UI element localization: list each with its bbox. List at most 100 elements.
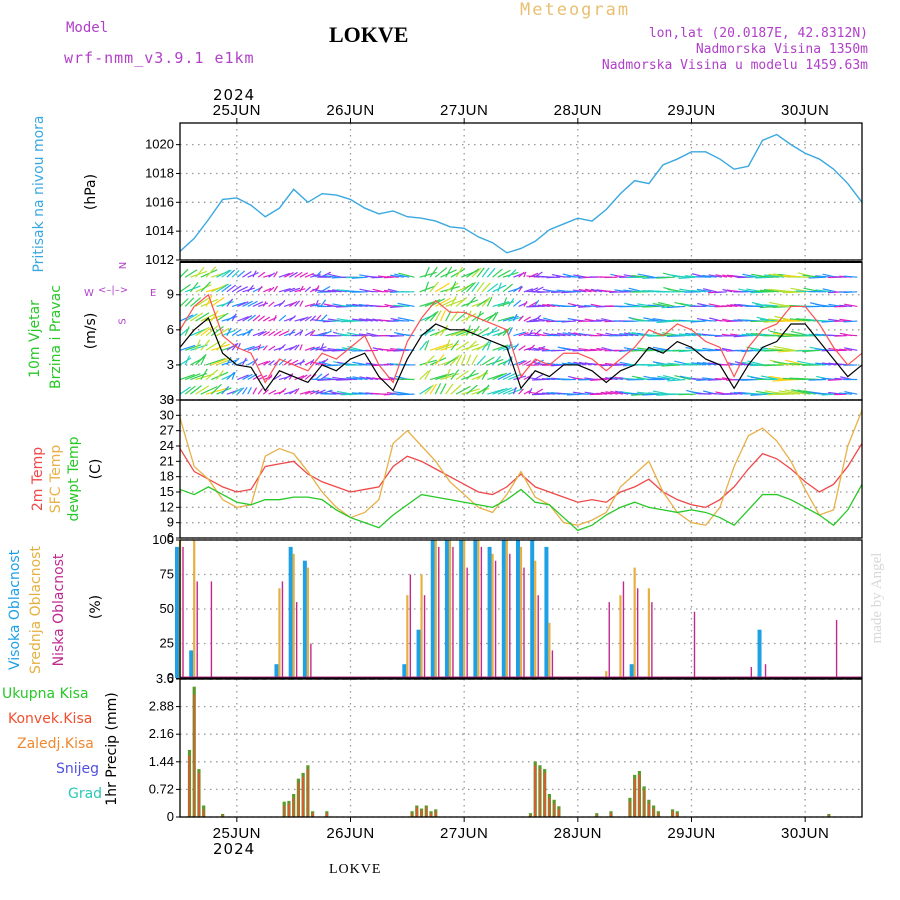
wind-arrow — [656, 276, 675, 279]
dewpoint-line — [179, 484, 863, 532]
wind-arrow — [696, 361, 712, 366]
wind-arrow — [512, 313, 518, 322]
wind-arrow — [419, 370, 430, 380]
wind-arrow — [526, 348, 540, 351]
conv-precip-bar — [638, 774, 641, 817]
wind-arrow — [185, 344, 202, 351]
wind-arrow — [763, 364, 785, 367]
wind-arrow — [205, 369, 219, 380]
wind-arrow — [839, 304, 853, 308]
wind-arrow — [372, 318, 384, 322]
wind-arrow — [304, 330, 313, 337]
wind-arrow — [652, 390, 670, 395]
low-cloud-bar — [750, 666, 753, 678]
wind-arrow — [216, 269, 231, 278]
wind-arrow — [237, 286, 248, 293]
wind-arrow — [273, 285, 278, 293]
wind-arrow — [642, 305, 660, 308]
wind-arrow — [703, 288, 717, 293]
wind-arrow — [486, 296, 493, 307]
mid-cloud-bar — [193, 540, 196, 678]
wind-arrow — [366, 332, 379, 337]
wind-arrow — [487, 388, 505, 395]
mid-cloud-bar — [619, 595, 622, 678]
wind-arrow — [445, 266, 453, 278]
wind-arrow — [481, 384, 490, 395]
wind-arrow — [398, 272, 415, 278]
wind-arrow — [445, 329, 465, 337]
wind-arrow — [508, 316, 524, 322]
model-name: wrf-nmm_v3.9.1 e1km — [64, 49, 255, 67]
wind-arrow — [237, 374, 249, 381]
wind-arrow — [294, 288, 306, 293]
low-cloud-bar — [310, 643, 312, 678]
wind-arrow — [566, 275, 582, 278]
ytick-label: 0 — [167, 392, 174, 407]
wind-arrow — [702, 347, 717, 351]
wind-arrow — [513, 285, 523, 293]
ytick-label: 12 — [160, 499, 174, 514]
wind-arrow — [226, 269, 236, 278]
low-cloud-bar — [764, 664, 767, 678]
ytick-label: 9 — [167, 287, 174, 302]
mid-cloud-bar — [448, 540, 452, 678]
snow-label: Snijeg — [56, 761, 100, 777]
wind-arrow — [726, 304, 738, 308]
wind-arrow — [392, 319, 410, 322]
low-cloud-bar — [423, 595, 426, 678]
wind-arrow — [767, 347, 790, 351]
wind-arrow — [759, 318, 780, 322]
wind-arrow — [352, 303, 368, 308]
wind-arrow — [226, 343, 238, 351]
wind-arrow — [216, 341, 227, 351]
wind-arrow — [476, 281, 485, 293]
wind-arrow — [284, 287, 296, 293]
wind-arrow — [518, 286, 523, 293]
date-label-bottom: 25JUN — [213, 825, 261, 842]
wind-arrow — [299, 359, 305, 366]
wind-arrow — [359, 376, 373, 381]
wind-arrow — [289, 287, 301, 293]
low-cloud-bar — [622, 581, 625, 678]
wind-arrow — [455, 370, 469, 381]
date-label-bottom: 30JUN — [781, 825, 829, 842]
wind-arrow — [450, 384, 462, 395]
wind-arrow — [268, 330, 276, 337]
wind-arrow — [424, 384, 435, 395]
low-cloud-bar — [608, 602, 610, 678]
wind-arrow — [721, 305, 733, 308]
mid-cloud-bar — [463, 540, 466, 678]
wind-arrow — [226, 371, 235, 380]
wind-arrow — [237, 359, 248, 366]
wind-arrow — [200, 339, 210, 351]
high-cloud-bar — [302, 560, 307, 678]
wind-arrow — [627, 392, 644, 395]
wind-arrow — [528, 329, 533, 336]
date-label-bottom: 28JUN — [554, 825, 602, 842]
mid-cloud-bar — [534, 560, 537, 678]
wind-arrow — [502, 344, 519, 351]
wind-arrow — [481, 340, 490, 351]
wind-arrow — [189, 282, 199, 293]
wind-arrow — [631, 274, 649, 278]
wind-arrow — [573, 361, 587, 366]
wind-arrow — [497, 282, 502, 293]
conv-precip-bar — [610, 813, 612, 817]
wind-arrow — [678, 333, 696, 337]
wind-arrow — [667, 305, 686, 309]
wind-arrow — [435, 372, 455, 381]
wind-arrow — [304, 315, 312, 322]
wind-arrow — [440, 269, 457, 278]
high-cloud-bar — [175, 546, 179, 678]
wind-arrow — [561, 320, 576, 323]
wind-arrow — [434, 267, 448, 278]
wind-arrow — [526, 320, 540, 323]
conv-precip-bar — [828, 815, 830, 817]
wind-arrow — [518, 332, 529, 337]
wind-arrow — [299, 300, 304, 307]
wind-arrow — [309, 329, 316, 337]
wind-arrow — [481, 267, 490, 278]
low-cloud-bar — [480, 546, 483, 678]
wind-arrow — [257, 330, 267, 337]
wind-arrow — [773, 345, 795, 351]
